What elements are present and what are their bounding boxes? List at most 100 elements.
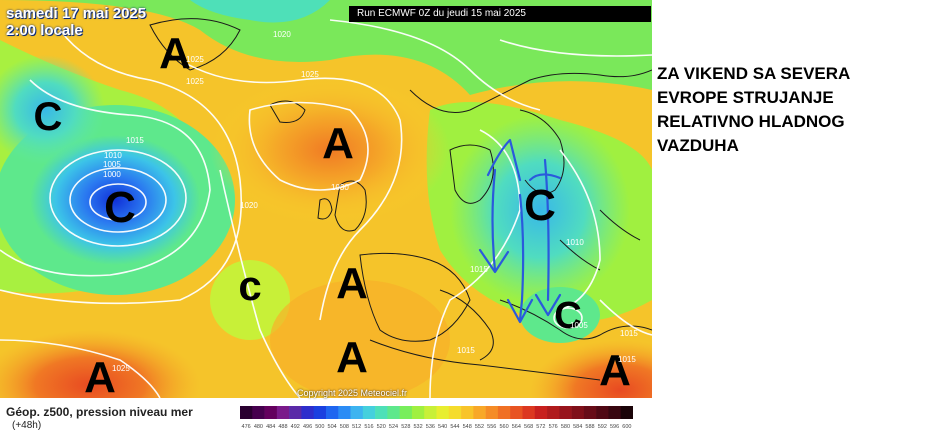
- pressure-center-low: c: [238, 262, 261, 309]
- annotation-line: EVROPE STRUJANJE: [657, 88, 834, 107]
- scale-swatch: [325, 406, 339, 419]
- forecast-lead-time: (+48h): [12, 420, 42, 431]
- isobar-label: 1025: [301, 70, 319, 79]
- isobar-label: 1020: [240, 201, 258, 210]
- scale-tick-label: 508: [340, 424, 349, 430]
- scale-tick-label: 580: [561, 424, 570, 430]
- isobar-label: 1015: [126, 136, 144, 145]
- scale-tick-label: 504: [328, 424, 337, 430]
- annotation-line: RELATIVNO HLADNOG: [657, 112, 845, 131]
- scale-swatch: [448, 406, 462, 419]
- scale-swatch: [240, 406, 253, 419]
- scale-tick-label: 484: [266, 424, 275, 430]
- pressure-center-high: A: [159, 29, 191, 78]
- annotation-line: VAZDUHA: [657, 136, 739, 155]
- scale-tick-label: 596: [610, 424, 619, 430]
- scale-swatch: [559, 406, 572, 419]
- scale-swatch: [522, 406, 536, 419]
- forecast-time: 2:00 locale: [6, 22, 83, 39]
- isobar-label: 1010: [566, 238, 584, 247]
- scale-swatch: [510, 406, 523, 419]
- pressure-center-high: A: [322, 119, 354, 168]
- isobar-label: 1030: [331, 183, 349, 192]
- scale-tick-label: 516: [364, 424, 373, 430]
- scale-tick-label: 576: [549, 424, 558, 430]
- scale-tick-label: 568: [524, 424, 533, 430]
- scale-swatch: [534, 406, 548, 419]
- isobar-label: 1015: [470, 265, 488, 274]
- scale-swatch: [497, 406, 511, 419]
- map-caption: Géop. z500, pression niveau mer: [6, 405, 193, 419]
- scale-swatch: [583, 406, 597, 419]
- scale-tick-label: 528: [401, 424, 410, 430]
- isobar-label: 1015: [620, 329, 638, 338]
- scale-tick-label: 492: [291, 424, 300, 430]
- scale-tick-label: 572: [536, 424, 545, 430]
- scale-swatch: [362, 406, 376, 419]
- pressure-center-high: A: [599, 346, 631, 395]
- scale-swatch: [571, 406, 585, 419]
- scale-tick-label: 552: [475, 424, 484, 430]
- scale-swatch: [436, 406, 450, 419]
- scale-swatch: [375, 406, 388, 419]
- scale-tick-label: 524: [389, 424, 398, 430]
- scale-swatch: [608, 406, 622, 419]
- scale-tick-label: 592: [598, 424, 607, 430]
- scale-tick-label: 600: [622, 424, 631, 430]
- map-title: samedi 17 mai 2025 2:00 locale: [6, 5, 146, 39]
- color-scale: 476 480 484 488 492 496 500 504 508 512 516 520 524 5…: [240, 406, 633, 430]
- weather-map: A C C A c A A A C C A 1020 1025 1025 102…: [0, 0, 652, 398]
- scale-swatch: [264, 406, 278, 419]
- scale-tick-label: 536: [426, 424, 435, 430]
- model-run-label: Run ECMWF 0Z du jeudi 15 mai 2025: [349, 6, 651, 22]
- pressure-center-high: A: [336, 259, 368, 308]
- scale-swatch: [276, 406, 290, 419]
- scale-swatch: [620, 406, 633, 419]
- scale-tick-label: 532: [413, 424, 422, 430]
- scale-tick-label: 560: [499, 424, 508, 430]
- scale-swatch: [424, 406, 437, 419]
- scale-swatch: [301, 406, 314, 419]
- scale-swatch: [387, 406, 400, 419]
- pressure-center-low: C: [524, 181, 556, 230]
- scale-swatch: [313, 406, 327, 419]
- scale-tick-label: 488: [278, 424, 287, 430]
- scale-tick-label: 584: [573, 424, 582, 430]
- pressure-center-low: C: [34, 95, 63, 139]
- scale-swatch: [461, 406, 474, 419]
- scale-tick-label: 520: [377, 424, 386, 430]
- scale-tick-label: 540: [438, 424, 447, 430]
- scale-swatch: [547, 406, 560, 419]
- scale-swatch: [399, 406, 413, 419]
- scale-tick-label: 548: [463, 424, 472, 430]
- scale-swatch: [596, 406, 609, 419]
- scale-swatch: [252, 406, 265, 419]
- isobar-label: 1010: [104, 151, 122, 160]
- scale-swatch: [289, 406, 302, 419]
- scale-tick-label: 588: [585, 424, 594, 430]
- scale-tick-label: 480: [254, 424, 263, 430]
- isobar-label: 1025: [186, 77, 204, 86]
- scale-tick-label: 564: [512, 424, 521, 430]
- scale-tick-label: 512: [352, 424, 361, 430]
- pressure-center-high: A: [84, 353, 116, 398]
- scale-tick-label: 496: [303, 424, 312, 430]
- isobar-label: 1020: [273, 30, 291, 39]
- annotation-line: ZA VIKEND SA SEVERA: [657, 64, 851, 83]
- isobar-label: 1005: [103, 160, 121, 169]
- scale-tick-label: 556: [487, 424, 496, 430]
- pressure-center-low: C: [104, 183, 136, 232]
- pressure-center-high: A: [336, 333, 368, 382]
- scale-swatch: [411, 406, 425, 419]
- scale-tick-label: 544: [450, 424, 459, 430]
- isobar-label: 1000: [103, 170, 121, 179]
- scale-swatch: [338, 406, 351, 419]
- scale-swatch: [350, 406, 364, 419]
- forecast-date: samedi 17 mai 2025: [6, 5, 147, 22]
- isobar-label: 1025: [112, 364, 130, 373]
- pressure-center-low: C: [554, 295, 581, 337]
- isobar-label: 1025: [186, 55, 204, 64]
- annotation-text: ZA VIKEND SA SEVERA EVROPE STRUJANJE REL…: [657, 62, 927, 158]
- isobar-label: 1015: [618, 355, 636, 364]
- scale-swatch: [473, 406, 486, 419]
